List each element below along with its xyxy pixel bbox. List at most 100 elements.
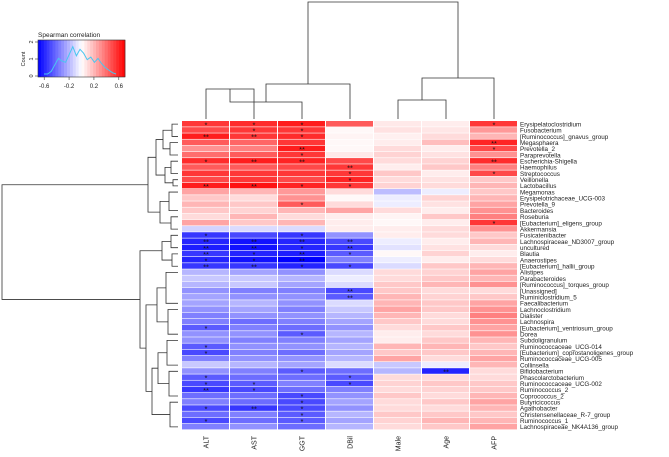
heatmap-cell: [374, 201, 421, 207]
color-key-ytick-label: 0: [29, 74, 35, 77]
significance-mark: **: [251, 133, 257, 142]
significance-mark: *: [301, 126, 304, 135]
heatmap-cell: [470, 355, 517, 362]
row-label: Anaerostipes: [520, 257, 557, 264]
heatmap-cell: [278, 318, 325, 325]
significance-mark: *: [205, 374, 208, 383]
row-label: Erysipelatoclostridium: [520, 121, 581, 128]
heatmap-cell: [470, 263, 517, 269]
heatmap-cell: [470, 238, 517, 244]
significance-mark: **: [203, 250, 209, 259]
heatmap-cell: [422, 411, 469, 418]
heatmap-cell: [422, 287, 469, 294]
heatmap-cell: [470, 207, 517, 214]
heatmap-cell: [470, 201, 517, 207]
heatmap-cell: [182, 355, 229, 362]
significance-mark: *: [301, 244, 304, 253]
heatmap-cell: [230, 250, 277, 257]
heatmap-cell: [182, 121, 229, 127]
heatmap-cell: [326, 331, 373, 337]
color-key-swatch: [119, 40, 123, 77]
dendrogram-link: [397, 99, 447, 119]
color-key-ytick-label: 1: [29, 57, 35, 60]
heatmap-cell: [422, 380, 469, 387]
row-label: [Eubacterium]_eligens_group: [520, 220, 602, 227]
color-key-swatch: [116, 40, 120, 77]
heatmap-cell: [422, 318, 469, 325]
heatmap-cell: [422, 275, 469, 282]
heatmap-cell: [422, 121, 469, 127]
column-label: GGT: [300, 435, 307, 451]
dendrogram-link: [169, 142, 178, 156]
color-key-swatch: [69, 40, 74, 77]
color-key-swatch: [55, 40, 59, 77]
color-key: Spearman correlation -0.6 -0.2 0.2 0.6 0 1 2 Co…: [21, 32, 126, 90]
dendrogram-link: [162, 129, 172, 150]
column-dendrogram: [205, 1, 495, 119]
row-label: Veillonella: [520, 177, 549, 184]
heatmap-cell: [326, 405, 373, 411]
heatmap-cell: [230, 324, 277, 331]
heatmap-cell: [230, 139, 277, 146]
color-key-swatch: [58, 40, 62, 77]
heatmap-cell: [326, 300, 373, 306]
heatmap-cell: [326, 417, 373, 424]
dendrogram-link: [165, 272, 178, 304]
row-label: Dialister: [520, 313, 543, 320]
heatmap-cell: [278, 145, 325, 152]
heatmap-cell: [230, 380, 277, 387]
heatmap-cell: [374, 337, 421, 343]
heatmap-cell: [230, 294, 277, 300]
heatmap-cell: [230, 151, 277, 158]
heatmap-cell: [326, 269, 373, 275]
heatmap-cell: [374, 275, 421, 282]
dendrogram-link: [170, 234, 178, 249]
heatmap-cell: [374, 176, 421, 183]
heatmap-cell: [326, 343, 373, 350]
column-label: AFP: [492, 436, 499, 450]
heatmap-cell: [374, 331, 421, 337]
heatmap-cell: [374, 232, 421, 238]
significance-mark: *: [301, 405, 304, 414]
heatmap-cell: [326, 201, 373, 207]
heatmap-cell: [374, 343, 421, 350]
heatmap-cell: [182, 188, 229, 195]
heatmap-cell: [422, 226, 469, 232]
heatmap-cell: [278, 269, 325, 275]
heatmap-cell: [182, 176, 229, 183]
heatmap-cell: [470, 158, 517, 164]
color-key-swatch: [78, 40, 82, 77]
color-key-swatch: [122, 40, 126, 77]
heatmap-cell: [326, 133, 373, 139]
heatmap-cell: [422, 368, 469, 374]
heatmap-cell: [182, 337, 229, 343]
significance-mark: *: [349, 374, 352, 383]
heatmap-cell: [230, 158, 277, 164]
row-label: [Ruminococcus]_gnavus_group: [520, 134, 609, 141]
significance-mark: *: [301, 330, 304, 339]
heatmap-cell: [182, 300, 229, 306]
heatmap-cell: [230, 127, 277, 133]
heatmap-cell: [278, 170, 325, 177]
heatmap-cell: [470, 294, 517, 300]
heatmap-cell: [374, 127, 421, 133]
significance-mark: **: [347, 244, 353, 253]
row-label: Subdoligranulum: [520, 338, 567, 345]
heatmap-cell: [422, 306, 469, 312]
heatmap-cell: [278, 127, 325, 133]
row-label: Christensenellaceae_R-7_group: [520, 412, 611, 419]
heatmap-cell: [374, 158, 421, 164]
heatmap-cell: [422, 324, 469, 331]
heatmap-cell: [326, 275, 373, 282]
heatmap-cell: [230, 281, 277, 288]
heatmap-cell: [374, 417, 421, 424]
heatmap-cell: [470, 337, 517, 343]
heatmap-cell: [230, 386, 277, 393]
heatmap-cell: [230, 306, 277, 312]
row-dendrogram: [1, 123, 178, 428]
heatmap-cell: [422, 133, 469, 139]
heatmap-cell: [374, 164, 421, 170]
dendrogram-link: [170, 216, 178, 230]
dendrogram-link: [164, 166, 173, 184]
column-label: Age: [444, 436, 451, 449]
